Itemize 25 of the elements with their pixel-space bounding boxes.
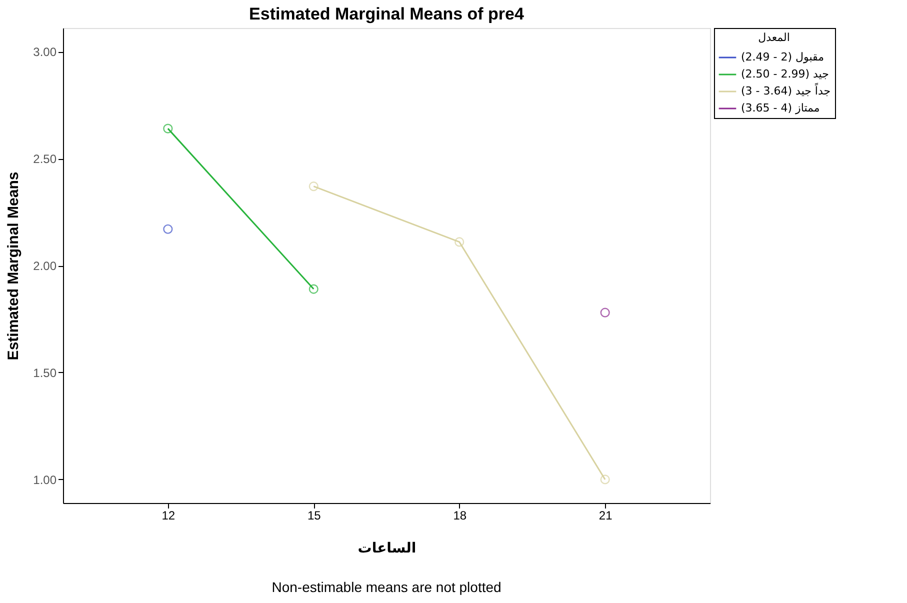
point xyxy=(308,284,318,294)
point xyxy=(454,237,464,247)
point xyxy=(163,224,173,234)
chart-title: Estimated Marginal Means of pre4 xyxy=(249,4,524,24)
x-tick-label: 12 xyxy=(162,508,176,522)
x-axis-title: الساعات xyxy=(358,540,416,556)
legend-title: المعدل xyxy=(758,31,790,44)
point xyxy=(163,124,173,134)
y-tick-label: 1.00 xyxy=(33,472,57,487)
x-tick-label: 18 xyxy=(453,508,467,522)
point xyxy=(600,308,610,318)
legend-label: (3.65 - 4) ممتاز xyxy=(741,102,820,114)
point xyxy=(308,182,318,192)
y-tick-label: 2.00 xyxy=(33,259,57,273)
legend-label: (3 - 3.64) جداً جيد xyxy=(741,82,831,98)
x-tick-label: 21 xyxy=(598,508,613,522)
y-tick-label: 1.50 xyxy=(33,366,57,380)
y-tick-label: 3.00 xyxy=(33,45,57,60)
y-axis-title: Estimated Marginal Means xyxy=(5,172,22,360)
legend-label: (2.50 - 2.99) جيد xyxy=(741,68,829,80)
x-tick-label: 15 xyxy=(307,508,322,522)
legend-label: (2.49 - 2) مقبول xyxy=(741,50,824,64)
point xyxy=(600,474,610,484)
y-tick-label: 2.50 xyxy=(33,152,57,166)
text: Non-estimable means are not plotted xyxy=(272,579,502,595)
